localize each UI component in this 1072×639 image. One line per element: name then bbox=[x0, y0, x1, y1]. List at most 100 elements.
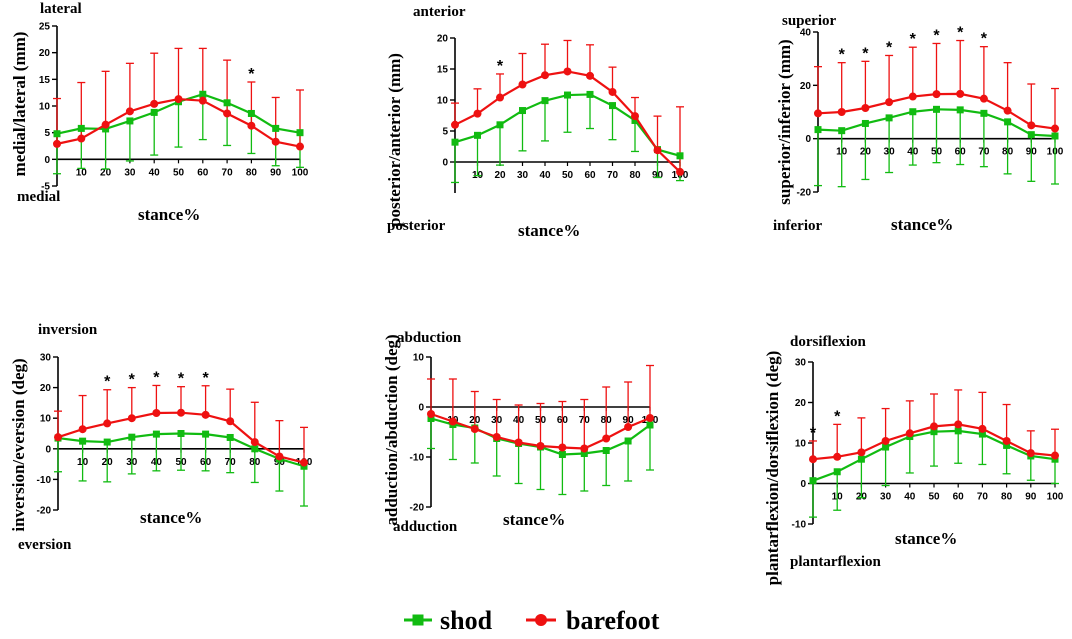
significance-star: * bbox=[910, 31, 917, 48]
barefoot-point bbox=[518, 80, 527, 89]
x-tick-label: 40 bbox=[539, 170, 551, 181]
barefoot-point bbox=[608, 87, 617, 96]
barefoot-point bbox=[492, 433, 501, 441]
direction-bottom-label: eversion bbox=[18, 537, 72, 553]
x-tick-label: 70 bbox=[222, 167, 234, 178]
barefoot-point bbox=[837, 108, 846, 116]
shod-point bbox=[251, 445, 259, 453]
barefoot-point bbox=[496, 93, 504, 102]
y-tick-label: -10 bbox=[410, 453, 425, 464]
shod-point bbox=[77, 124, 85, 132]
x-tick-label: 30 bbox=[124, 167, 136, 178]
y-tick-label: -20 bbox=[797, 188, 812, 199]
shod-point bbox=[541, 97, 549, 105]
y-axis-label: superior/inferior (mm) bbox=[775, 39, 794, 204]
barefoot-point bbox=[77, 134, 86, 143]
y-tick-label: 20 bbox=[39, 48, 51, 59]
x-tick-label: 40 bbox=[904, 492, 916, 503]
barefoot-point bbox=[514, 438, 523, 447]
barefoot-point bbox=[558, 443, 567, 452]
barefoot-point bbox=[473, 109, 482, 118]
legend-barefoot: barefoot bbox=[526, 606, 660, 635]
barefoot-point bbox=[624, 423, 633, 431]
shod-point bbox=[1004, 118, 1012, 126]
barefoot-point bbox=[296, 142, 304, 151]
barefoot-point bbox=[646, 414, 654, 422]
shod-point bbox=[909, 108, 917, 116]
barefoot-point bbox=[223, 109, 232, 118]
y-tick-label: 10 bbox=[795, 439, 807, 450]
y-tick-label: 0 bbox=[44, 155, 50, 166]
barefoot-point bbox=[653, 146, 662, 155]
y-tick-label: 20 bbox=[800, 81, 812, 92]
chart-ie: -20-100102030102030405060708090100*****i… bbox=[9, 322, 313, 553]
direction-top-label: inversion bbox=[38, 322, 98, 338]
x-tick-label: 80 bbox=[1001, 492, 1013, 503]
barefoot-point bbox=[631, 112, 639, 121]
legend-shod: shod bbox=[404, 606, 493, 635]
significance-star: * bbox=[153, 369, 160, 386]
barefoot-point bbox=[1051, 451, 1059, 460]
shod-point bbox=[564, 91, 571, 99]
barefoot-point bbox=[470, 425, 479, 433]
shod-point bbox=[809, 477, 817, 485]
y-tick-label: 20 bbox=[40, 383, 52, 394]
x-tick-label: 70 bbox=[977, 492, 989, 503]
chart-pa: 05101520102030405060708090100*anteriorpo… bbox=[385, 4, 689, 240]
barefoot-point bbox=[150, 99, 159, 108]
shod-point bbox=[857, 455, 865, 463]
shod-point bbox=[427, 415, 435, 422]
barefoot-point bbox=[908, 92, 917, 101]
barefoot-point bbox=[978, 424, 987, 433]
barefoot-point bbox=[427, 410, 435, 418]
barefoot-point bbox=[586, 71, 594, 80]
shod-point bbox=[79, 437, 87, 445]
barefoot-point bbox=[881, 436, 890, 445]
y-tick-label: 5 bbox=[44, 128, 50, 139]
barefoot-point bbox=[1002, 436, 1011, 445]
y-tick-label: -20 bbox=[410, 503, 425, 514]
shod-point bbox=[861, 119, 869, 127]
barefoot-point bbox=[103, 419, 112, 428]
y-tick-label: -5 bbox=[41, 182, 50, 193]
y-tick-label: 15 bbox=[39, 75, 51, 86]
x-tick-label: 90 bbox=[1025, 492, 1037, 503]
y-axis-label: posterior/anterior (mm) bbox=[385, 53, 404, 227]
barefoot-point bbox=[956, 89, 965, 98]
shod-point bbox=[519, 107, 526, 115]
barefoot-point bbox=[580, 444, 589, 453]
shod-point bbox=[624, 437, 632, 445]
barefoot-point bbox=[979, 94, 988, 103]
y-tick-label: 5 bbox=[442, 127, 448, 138]
x-tick-label: 40 bbox=[149, 167, 161, 178]
significance-star: * bbox=[129, 372, 136, 389]
shod-point bbox=[956, 106, 964, 114]
significance-star: * bbox=[933, 27, 940, 44]
shod-point bbox=[223, 99, 231, 107]
shod-point bbox=[226, 433, 234, 441]
shod-point bbox=[631, 116, 639, 124]
y-tick-label: -10 bbox=[37, 475, 52, 486]
significance-star: * bbox=[104, 374, 111, 391]
y-tick-label: 15 bbox=[437, 65, 449, 76]
legend-shod-label: shod bbox=[440, 606, 493, 634]
significance-star: * bbox=[497, 58, 504, 75]
significance-star: * bbox=[248, 66, 255, 83]
shod-point bbox=[1027, 131, 1035, 139]
x-tick-label: 60 bbox=[197, 167, 209, 178]
barefoot-point bbox=[53, 139, 61, 148]
x-axis-label: stance% bbox=[895, 529, 957, 548]
x-tick-label: 50 bbox=[173, 167, 185, 178]
direction-bottom-label: adduction bbox=[393, 519, 458, 535]
x-axis-label: stance% bbox=[140, 508, 202, 527]
significance-star: * bbox=[839, 47, 846, 64]
x-axis-label: stance% bbox=[518, 221, 580, 240]
significance-star: * bbox=[810, 425, 817, 442]
barefoot-point bbox=[250, 438, 259, 447]
barefoot-point bbox=[275, 452, 284, 461]
shod-point bbox=[586, 90, 594, 98]
barefoot-point bbox=[905, 429, 914, 438]
